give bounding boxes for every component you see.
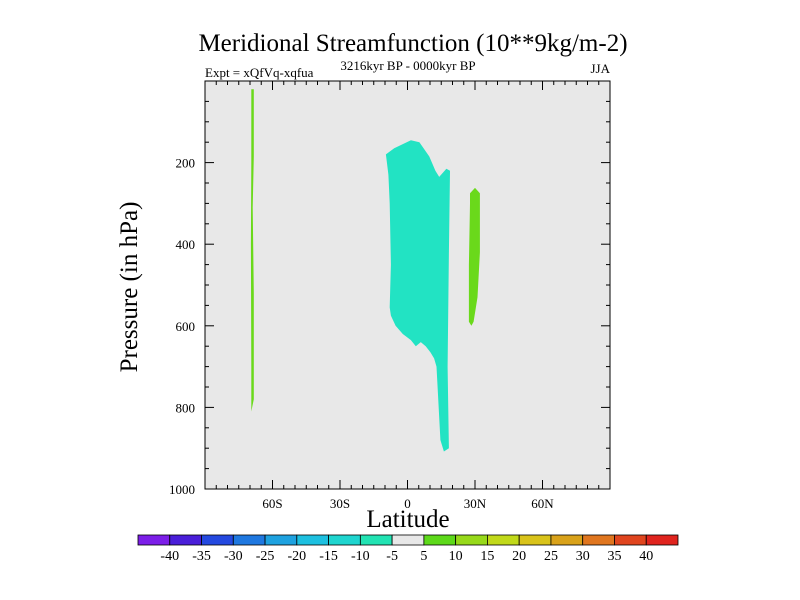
colorbar: -40 -35 -30 -25 -20 -15 -10 -5 5 10 15 20 25 30 35 40	[137, 534, 679, 564]
colorbar-box	[645, 534, 679, 546]
axis-ticks: 60S 30S 0 30N 60N 200 400 600 800 1000	[169, 81, 610, 511]
y-tick-label: 1000	[169, 482, 195, 497]
colorbar-box	[614, 534, 647, 546]
y-tick-label: 400	[176, 237, 196, 252]
positive-cell-north	[468, 187, 480, 326]
colorbar-box	[296, 534, 329, 546]
x-tick-label: 0	[404, 496, 411, 511]
colorbar-box	[328, 534, 361, 546]
x-axis-label: Latitude	[366, 506, 449, 533]
colorbar-label: 15	[480, 549, 494, 564]
colorbar-label: 20	[512, 549, 526, 564]
y-axis-label: Pressure (in hPa)	[116, 202, 143, 373]
y-tick-label: 800	[176, 400, 196, 415]
experiment-label: Expt = xQfVq-xqfua	[205, 65, 314, 80]
colorbar-label: -30	[224, 549, 243, 564]
x-tick-label: 60N	[531, 496, 554, 511]
colorbar-box	[359, 534, 393, 546]
time-range-label: 3216kyr BP - 0000kyr BP	[340, 58, 475, 73]
colorbar-box	[518, 534, 552, 546]
colorbar-label: -5	[386, 549, 398, 564]
y-tick-label: 600	[176, 319, 196, 334]
colorbar-label: 40	[639, 549, 653, 564]
contour-regions	[250, 89, 480, 452]
colorbar-label: 5	[420, 549, 427, 564]
season-label: JJA	[590, 61, 610, 76]
colorbar-box	[391, 534, 425, 546]
colorbar-label: 35	[607, 549, 621, 564]
x-tick-label: 60S	[262, 496, 282, 511]
colorbar-box	[455, 534, 488, 546]
x-tick-label: 30S	[330, 496, 350, 511]
colorbar-label: -40	[160, 549, 179, 564]
colorbar-box	[582, 534, 615, 546]
colorbar-label: 30	[576, 549, 590, 564]
colorbar-label: -25	[256, 549, 275, 564]
colorbar-box	[550, 534, 584, 546]
x-tick-label: 30N	[464, 496, 487, 511]
colorbar-label: 25	[544, 549, 558, 564]
colorbar-box	[169, 534, 202, 546]
colorbar-box	[201, 534, 234, 546]
colorbar-label: -15	[319, 549, 338, 564]
positive-strip-south	[250, 89, 254, 412]
colorbar-box	[232, 534, 266, 546]
chart-title: Meridional Streamfunction (10**9kg/m-2)	[198, 30, 627, 57]
colorbar-label: 10	[449, 549, 463, 564]
colorbar-label: -20	[287, 549, 306, 564]
y-tick-label: 200	[176, 156, 196, 171]
negative-cell-tropics	[385, 140, 450, 452]
colorbar-box	[264, 534, 298, 546]
colorbar-box	[137, 534, 171, 546]
colorbar-box	[423, 534, 457, 546]
colorbar-label: -10	[351, 549, 370, 564]
colorbar-label: -35	[192, 549, 211, 564]
colorbar-box	[487, 534, 520, 546]
